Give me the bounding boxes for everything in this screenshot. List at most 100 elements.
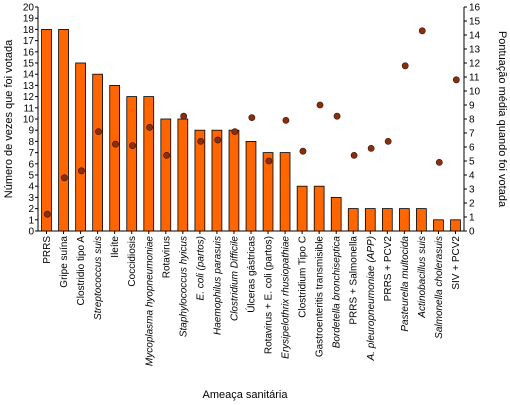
x-tick-label: Pasteurella multocida [400, 236, 411, 332]
x-tick-label: Rotavirus [161, 236, 172, 278]
x-tick-label: Clostridium Difficile [229, 236, 240, 321]
bar [228, 129, 240, 232]
point [333, 112, 341, 120]
x-tick-label: Haemophilus parasuis [212, 236, 223, 335]
bar [58, 28, 69, 232]
point [214, 136, 222, 144]
point [316, 101, 324, 109]
point [180, 112, 188, 120]
y-left-tick-label: 5 [28, 171, 34, 182]
point [78, 167, 85, 175]
x-tick-label: Rotavirus + E. coli (partos) [264, 236, 275, 354]
x-tick-label: Streptococcus suis [93, 236, 104, 320]
point [401, 62, 409, 70]
point [231, 128, 239, 135]
y-left-tick-label: 15 [23, 59, 35, 70]
y-left-tick-label: 12 [23, 92, 35, 103]
y-right-tick-label: 16 [469, 3, 481, 14]
y-right-tick-label: 10 [469, 87, 481, 98]
y-right-tick-label: 2 [469, 199, 475, 210]
y-right-tick-label: 1 [469, 213, 475, 224]
y-left-tick-label: 14 [23, 70, 35, 81]
y-right-tick-label: 7 [469, 129, 475, 140]
point [384, 137, 392, 145]
point [163, 151, 171, 159]
point [452, 76, 460, 84]
x-tick-label: Clostridium Tipo C [298, 236, 309, 318]
point [61, 174, 68, 182]
y-left-tick-label: 18 [23, 25, 35, 36]
y-left-tick-label: 0 [28, 227, 34, 238]
bar [313, 185, 325, 232]
y-right-tick-label: 13 [469, 45, 481, 56]
point [367, 144, 375, 152]
plot-area: 0123456789101112131415161718192001234567… [23, 3, 481, 367]
bar [75, 62, 86, 232]
bar [450, 219, 461, 232]
y-left-tick-label: 20 [23, 3, 35, 14]
y-left-tick-label: 2 [28, 204, 34, 215]
y-right-tick-label: 4 [469, 171, 475, 182]
x-tick-label: Ileíte [110, 236, 121, 258]
point [435, 158, 443, 166]
x-tick-label: PRRS [42, 236, 53, 264]
y-left-tick-label: 10 [23, 115, 35, 126]
bar [177, 118, 189, 232]
bar [416, 208, 427, 232]
y-right-tick-label: 6 [469, 143, 475, 154]
y-left-tick-label: 4 [28, 182, 34, 193]
y-right-tick-label: 12 [469, 59, 481, 70]
y-right-tick-label: 5 [469, 157, 475, 168]
bar [279, 152, 291, 232]
point [43, 210, 51, 218]
bar [160, 118, 172, 232]
y-left-tick-label: 6 [28, 159, 34, 170]
x-tick-label: Gripe suína [59, 236, 70, 288]
bar [211, 129, 223, 232]
x-tick-label: PRRS + PCV2 [383, 236, 394, 302]
x-tick-label: E. coli (partos) [195, 236, 206, 300]
y-left-tick-label: 9 [28, 126, 34, 137]
y-left-tick-label: 17 [23, 36, 35, 47]
x-tick-label: Erysipelothrix rhusiopathiae [281, 236, 292, 359]
x-tick-label: Salmonella cholerasuis [434, 236, 445, 339]
y-right-tick-label: 14 [469, 31, 481, 42]
y-left-tick-label: 16 [23, 47, 35, 58]
x-tick-label: PRRS + Salmonella [349, 236, 360, 325]
x-axis-title: Ameaça sanitária [203, 389, 289, 401]
x-tick-label: Actinobacillus suis [417, 236, 428, 319]
point [129, 142, 136, 149]
bar [41, 28, 52, 232]
point [197, 137, 205, 145]
bar [245, 140, 257, 232]
y-right-tick-label: 0 [469, 227, 475, 238]
y-right-tick-label: 15 [469, 17, 481, 28]
y-left-tick-label: 7 [28, 148, 34, 159]
y-left-tick-label: 13 [23, 81, 35, 92]
y-right-tick-label: 3 [469, 185, 475, 196]
point [418, 27, 426, 35]
y-right-tick-label: 8 [469, 115, 475, 126]
y-axis-left-title: Número de vezes que foi votada [3, 39, 15, 198]
x-tick-label: Mycoplasma hyopneumoniae [144, 236, 155, 367]
x-tick-label: Bordetella bronchiseptica [332, 236, 343, 349]
point [350, 151, 358, 159]
bar [399, 208, 410, 232]
bar [194, 129, 206, 232]
x-tick-label: Staphylococcus hyicus [178, 236, 189, 337]
y-right-tick-label: 11 [469, 73, 480, 84]
x-tick-label: Úlceras gástricas [245, 236, 258, 313]
y-left-tick-label: 19 [23, 14, 35, 25]
bar [347, 208, 359, 232]
bar [296, 185, 308, 232]
x-tick-label: Coccidiosis [127, 236, 138, 287]
point [248, 114, 256, 121]
point [112, 140, 119, 148]
x-tick-label: Clostridio tipo A [76, 236, 87, 306]
bar [433, 219, 444, 232]
bar [109, 85, 121, 232]
y-axis-right-title: Pontuação média quando foi votada [496, 31, 508, 208]
x-tick-label: A. pleuropneumoniae (APP) [366, 236, 377, 362]
bar [262, 152, 274, 232]
